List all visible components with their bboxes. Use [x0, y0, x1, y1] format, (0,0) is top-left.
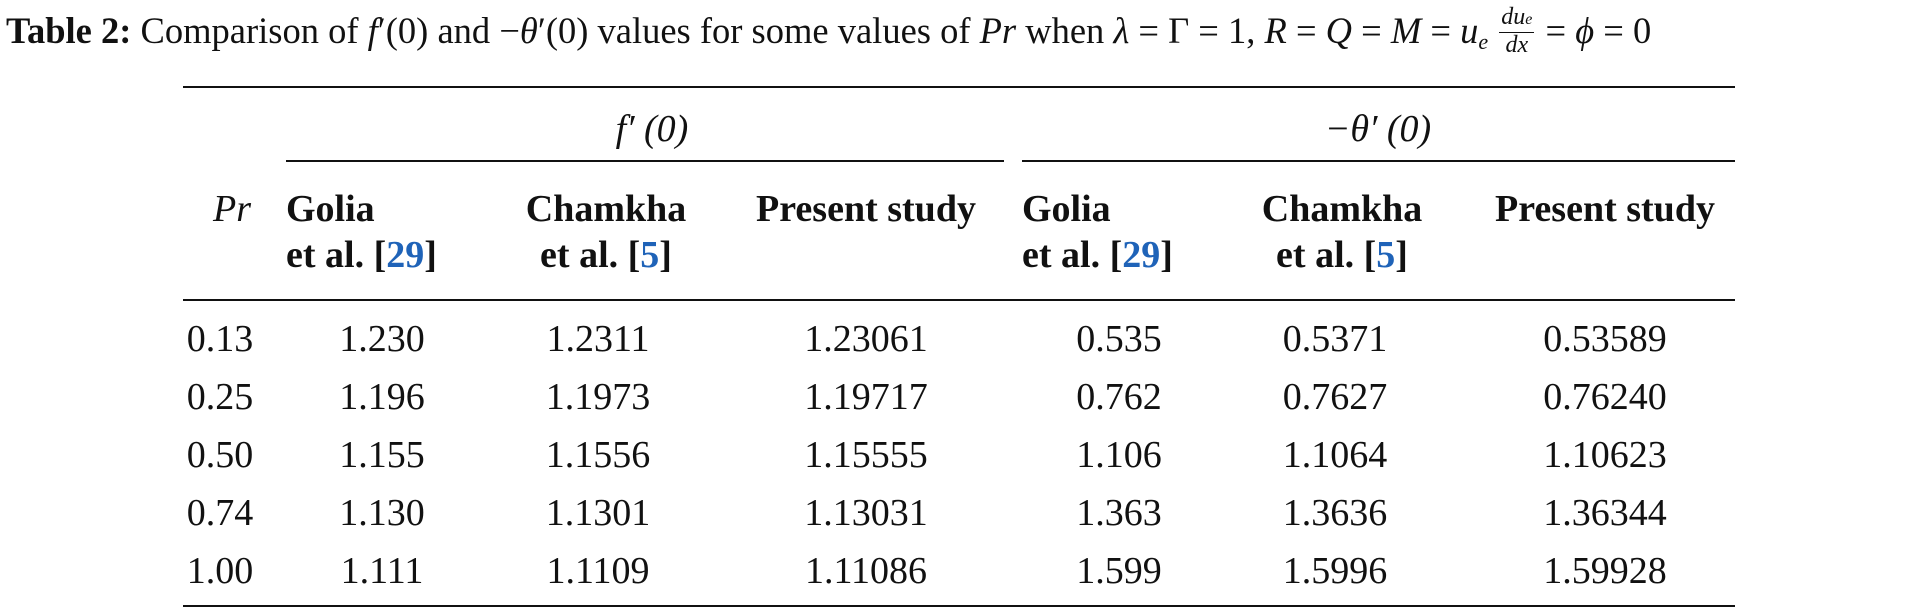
table-cell: 1.2311	[546, 318, 650, 360]
derivative-fraction: due dx	[1499, 3, 1535, 58]
table-cell: 1.363	[1076, 492, 1162, 534]
group-header-f-prime: f′ (0)	[615, 108, 689, 150]
table-cell: 1.5996	[1282, 550, 1388, 592]
table-cell: 1.36344	[1543, 492, 1667, 534]
table-cell: 0.74	[186, 492, 254, 534]
table-cell: 1.196	[339, 376, 425, 418]
table-cell: 0.7627	[1282, 376, 1388, 418]
table-cell: 1.3636	[1282, 492, 1388, 534]
table-cell: 1.11086	[804, 550, 928, 592]
table-bottom-rule	[183, 605, 1735, 607]
table-cell: 1.13031	[804, 492, 928, 534]
col-header-present-theta: Present study	[1495, 188, 1715, 230]
col-header-chamkha-f: Chamkha et al. [5]	[525, 188, 687, 276]
table-cell: 1.111	[340, 550, 424, 592]
table-cell: 0.76240	[1543, 376, 1667, 418]
table-cell: 1.1109	[546, 550, 650, 592]
table-cell: 1.1556	[545, 434, 651, 476]
table-cell: 0.25	[186, 376, 254, 418]
reference-link[interactable]: 29	[386, 234, 425, 276]
table-cell: 1.1064	[1282, 434, 1388, 476]
table-cell: 1.10623	[1543, 434, 1667, 476]
reference-link[interactable]: 5	[1376, 234, 1396, 276]
table-cell: 0.5371	[1282, 318, 1388, 360]
col-header-golia-theta: Golia et al. [29]	[1022, 188, 1173, 276]
row-header-pr: Pr	[213, 188, 251, 230]
table-cell: 1.15555	[804, 434, 928, 476]
table-cell: 1.19717	[804, 376, 928, 418]
table-cell: 1.59928	[1543, 550, 1667, 592]
col-header-golia-f: Golia et al. [29]	[286, 188, 437, 276]
table-cell: 0.762	[1076, 376, 1162, 418]
table-cell: 0.53589	[1543, 318, 1667, 360]
group-rule-f	[286, 160, 1004, 162]
group-rule-theta	[1022, 160, 1735, 162]
table-cell: 1.1301	[545, 492, 651, 534]
header-bottom-rule	[183, 299, 1735, 301]
group-header-minus-theta-prime: −θ′ (0)	[1324, 108, 1432, 150]
table-cell: 1.00	[186, 550, 254, 592]
table-cell: 1.130	[339, 492, 425, 534]
table-cell: 1.1973	[545, 376, 651, 418]
reference-link[interactable]: 29	[1122, 234, 1161, 276]
table-cell: 0.13	[186, 318, 254, 360]
table-cell: 1.106	[1076, 434, 1162, 476]
table-cell: 1.155	[339, 434, 425, 476]
table-caption: Table 2: Comparison of f′(0) and −θ′(0) …	[6, 3, 1911, 65]
col-header-present-f: Present study	[756, 188, 976, 230]
col-header-chamkha-theta: Chamkha et al. [5]	[1261, 188, 1423, 276]
table-top-rule	[183, 86, 1735, 88]
table-cell: 0.50	[186, 434, 254, 476]
table-label: Table 2:	[6, 10, 132, 51]
table-cell: 1.230	[339, 318, 425, 360]
table-cell: 1.23061	[804, 318, 928, 360]
reference-link[interactable]: 5	[640, 234, 660, 276]
table-cell: 1.599	[1076, 550, 1162, 592]
table-cell: 0.535	[1076, 318, 1162, 360]
caption-body: Comparison of f′(0) and −θ′(0) values fo…	[140, 3, 1652, 58]
